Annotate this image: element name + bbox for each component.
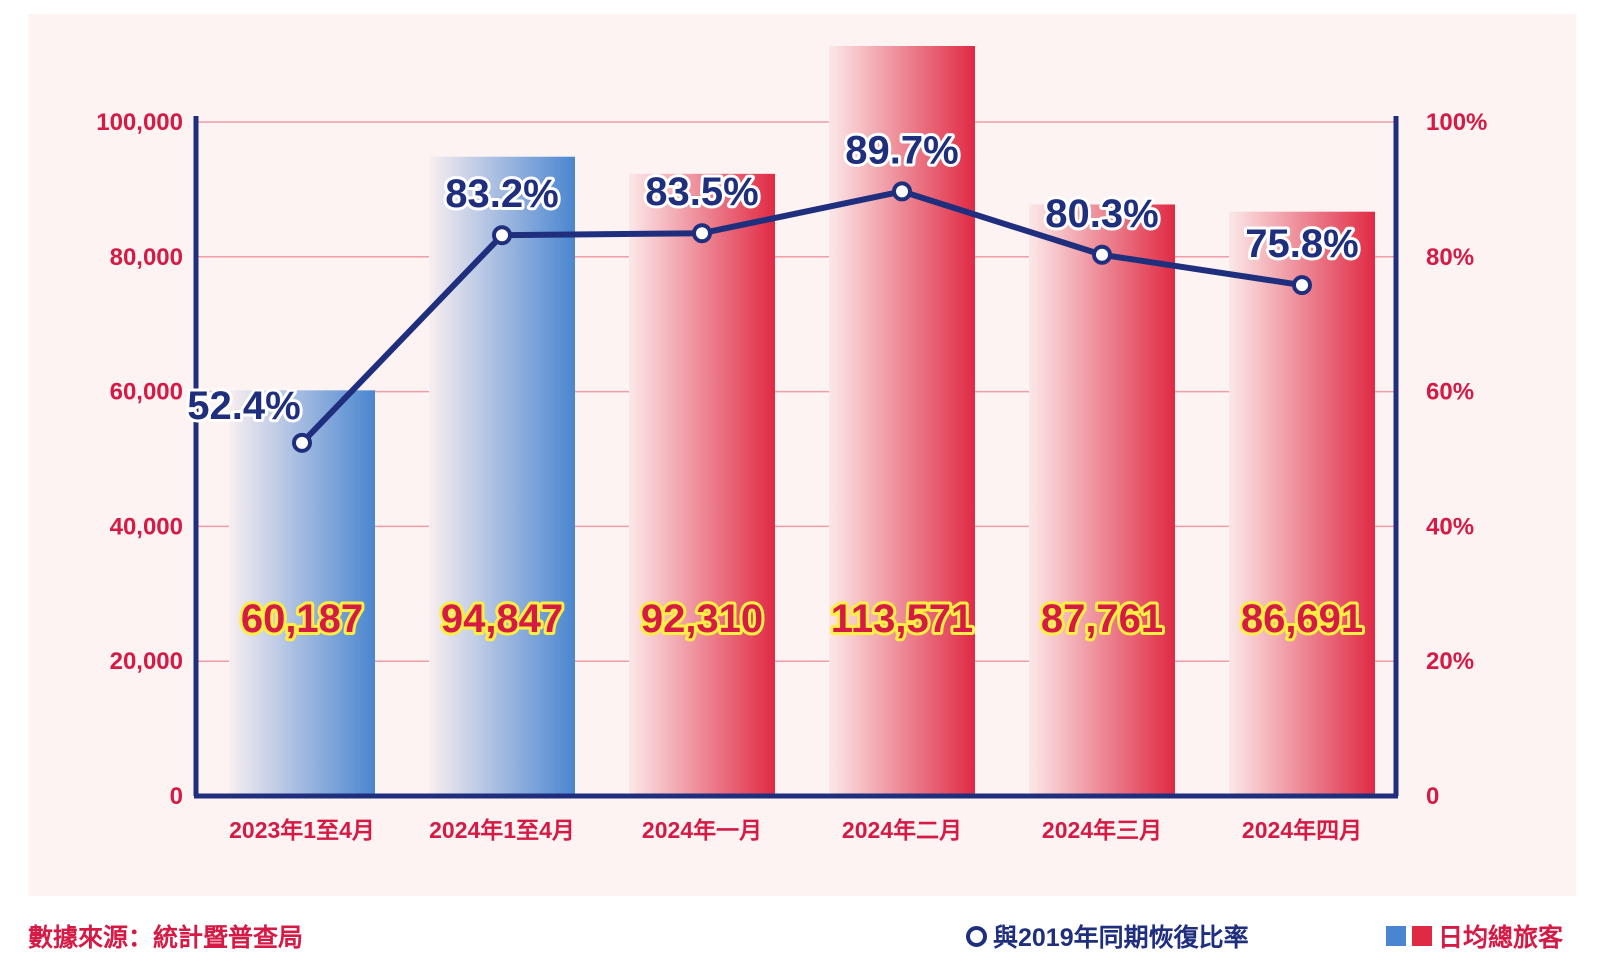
y-right-tick-label: 100% [1426, 109, 1487, 136]
line-point [892, 181, 912, 202]
x-category-label: 2024年1至4月 [429, 817, 575, 843]
line-value-label: 89.7% [845, 128, 958, 172]
red-swatch-icon [1412, 926, 1432, 946]
legend-line-label: 與2019年同期恢復比率 [993, 924, 1249, 952]
bar [629, 173, 775, 797]
line-point [692, 223, 712, 244]
y-left-tick-label: 100,000 [96, 109, 183, 136]
legend-bar-label: 日均總旅客 [1438, 924, 1564, 952]
bar-value-label: 92,310 [641, 597, 763, 641]
line-point [492, 225, 512, 246]
line-point [1092, 244, 1112, 265]
bar-value-label: 60,187 [241, 597, 363, 641]
bar [1229, 211, 1375, 797]
bar [429, 156, 575, 797]
bar-value-label: 113,571 [831, 597, 973, 641]
line-value-label: 83.2% [445, 172, 558, 216]
line-value-label: 80.3% [1045, 192, 1158, 236]
y-right-tick-label: 0 [1426, 783, 1439, 810]
x-category-label: 2024年四月 [1242, 817, 1362, 843]
bar [229, 390, 375, 796]
circle-marker-icon [966, 925, 987, 947]
blue-swatch-icon [1386, 926, 1406, 946]
y-right-tick-label: 20% [1426, 648, 1474, 675]
source-note: 數據來源：統計暨普查局 [28, 918, 303, 954]
bar-value-label: 87,761 [1041, 597, 1163, 641]
x-category-label: 2024年二月 [842, 817, 962, 843]
x-category-label: 2023年1至4月 [229, 817, 375, 843]
y-left-tick-label: 60,000 [110, 379, 183, 406]
legend-bar-item: 日均總旅客 [1386, 918, 1563, 954]
y-right-tick-label: 40% [1426, 513, 1474, 540]
y-left-tick-label: 20,000 [110, 648, 183, 675]
bar-value-label: 94,847 [441, 597, 563, 641]
bar-value-label: 86,691 [1241, 597, 1363, 641]
y-left-tick-label: 40,000 [110, 513, 183, 540]
source-text: 數據來源：統計暨普查局 [28, 924, 304, 952]
line-value-label: 75.8% [1245, 222, 1358, 266]
line-value-label: 52.4% [187, 384, 300, 428]
y-right-tick-label: 60% [1426, 379, 1474, 406]
line-point [292, 432, 312, 453]
y-right-tick-label: 80% [1426, 244, 1474, 271]
line-point [1292, 275, 1312, 296]
x-category-label: 2024年三月 [1042, 817, 1162, 843]
line-value-label: 83.5% [645, 170, 758, 214]
y-left-tick-label: 80,000 [110, 244, 183, 271]
y-left-tick-label: 0 [170, 783, 183, 810]
bar [829, 46, 975, 796]
bar [1029, 204, 1175, 797]
recovery-rate-line [299, 188, 1303, 445]
x-category-label: 2024年一月 [642, 817, 762, 843]
legend-line-item: 與2019年同期恢復比率 [966, 918, 1249, 954]
